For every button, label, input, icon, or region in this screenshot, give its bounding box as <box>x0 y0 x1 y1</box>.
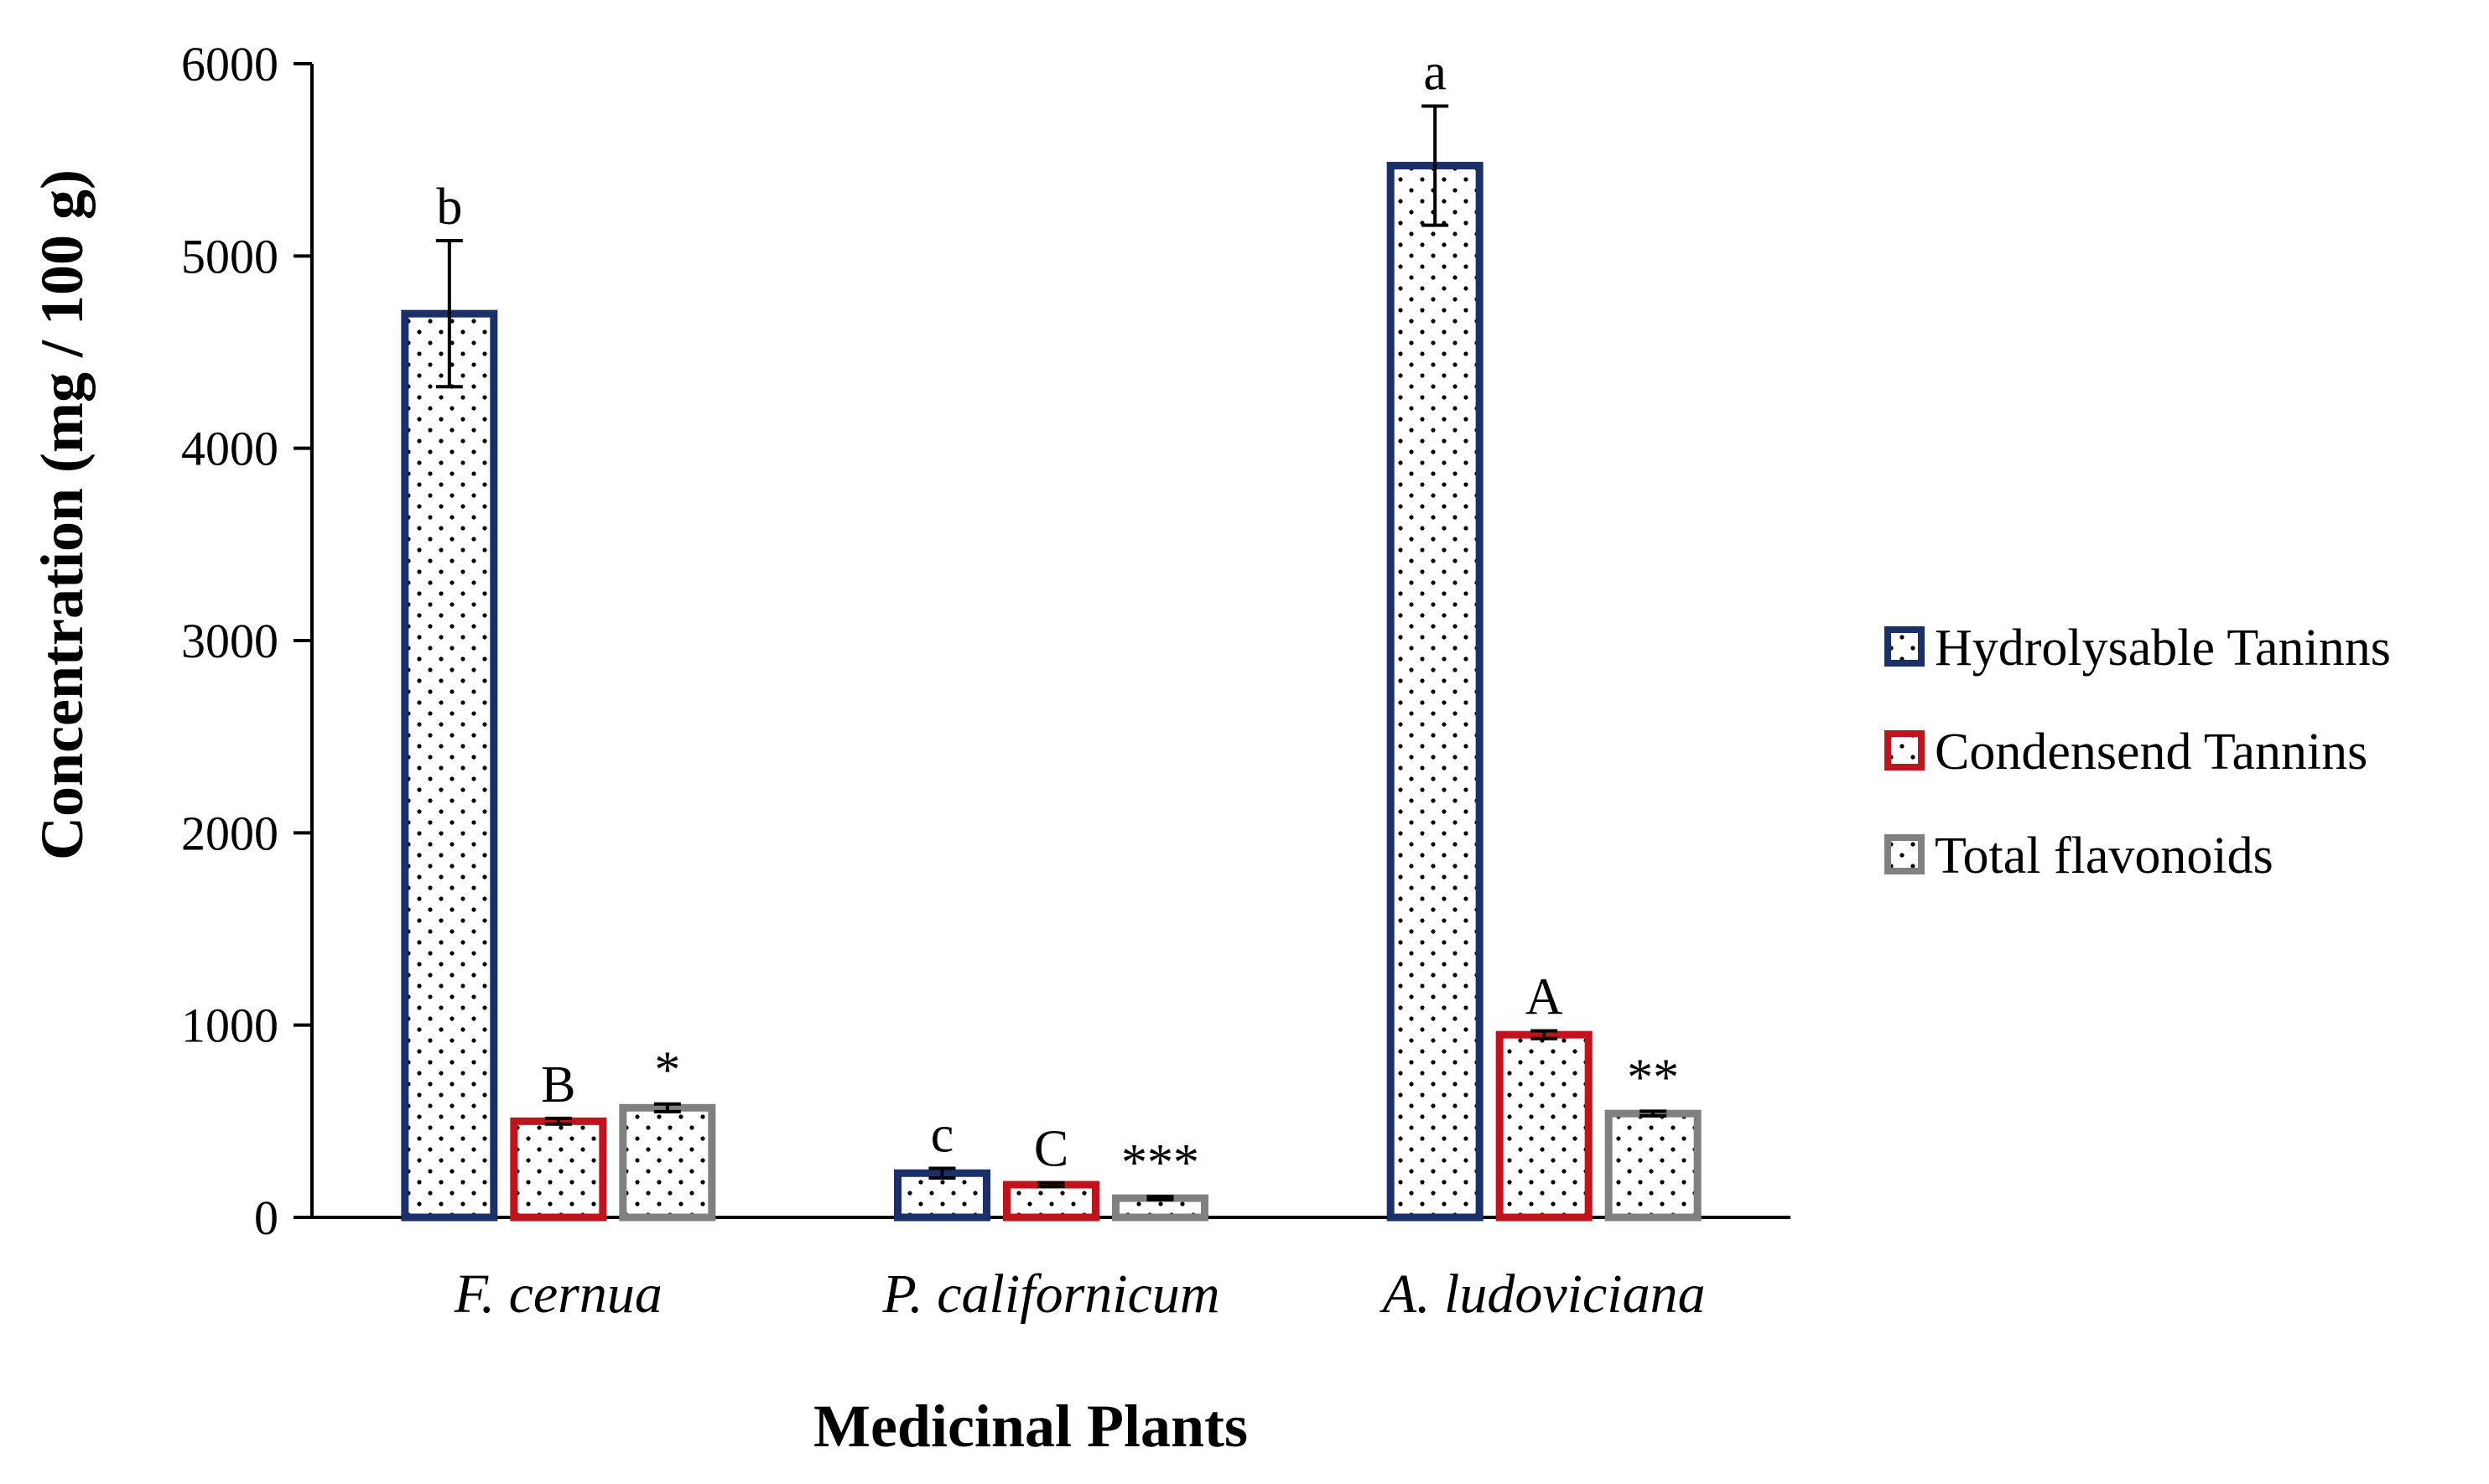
y-tick-label: 3000 <box>181 614 278 668</box>
legend: Hydrolysable Taninns Condensend Tannins To… <box>1884 620 2391 885</box>
bar <box>619 1103 716 1222</box>
bar <box>1495 1030 1593 1222</box>
y-tick-label: 1000 <box>181 999 278 1053</box>
significance-label: *** <box>1121 1134 1199 1191</box>
y-axis-title: Concentration (mg / 100 g) <box>29 169 96 860</box>
x-category-label: A. ludoviciana <box>1380 1263 1706 1325</box>
legend-swatch <box>1884 730 1925 771</box>
legend-label: Total flavonoids <box>1935 828 2273 885</box>
x-axis-title: Medicinal Plants <box>813 1393 1248 1460</box>
y-tick-label: 2000 <box>181 806 278 860</box>
bar <box>401 309 498 1222</box>
significance-label: * <box>654 1042 680 1099</box>
legend-label: Hydrolysable Taninns <box>1935 620 2391 677</box>
x-category-label: F. cernua <box>454 1263 663 1325</box>
significance-label: b <box>436 179 462 236</box>
bar-series-group: b B * c C *** a A ** <box>401 44 1702 1222</box>
significance-label: C <box>1034 1121 1068 1178</box>
significance-label: ** <box>1627 1049 1679 1106</box>
legend-label: Condensend Tannins <box>1935 724 2367 781</box>
y-tick-label: 6000 <box>181 37 278 91</box>
bar <box>1604 1109 1702 1222</box>
y-axis: 0 1000 2000 3000 4000 5000 6000 <box>181 37 314 1245</box>
bar <box>1386 162 1484 1222</box>
significance-label: a <box>1423 44 1447 101</box>
legend-swatch <box>1884 626 1925 667</box>
y-tick-label: 5000 <box>181 229 278 283</box>
x-category-label: P. californicum <box>881 1263 1219 1325</box>
x-axis: F. cernua P. californicum A. ludoviciana <box>312 1216 1790 1325</box>
significance-label: c <box>931 1107 954 1164</box>
bar <box>1003 1180 1099 1222</box>
y-tick-label: 0 <box>254 1191 278 1245</box>
y-tick-label: 4000 <box>181 422 278 476</box>
bar <box>510 1117 607 1222</box>
significance-label: A <box>1525 969 1563 1026</box>
significance-label: B <box>541 1056 575 1113</box>
bar <box>894 1169 990 1222</box>
legend-swatch <box>1884 834 1925 874</box>
